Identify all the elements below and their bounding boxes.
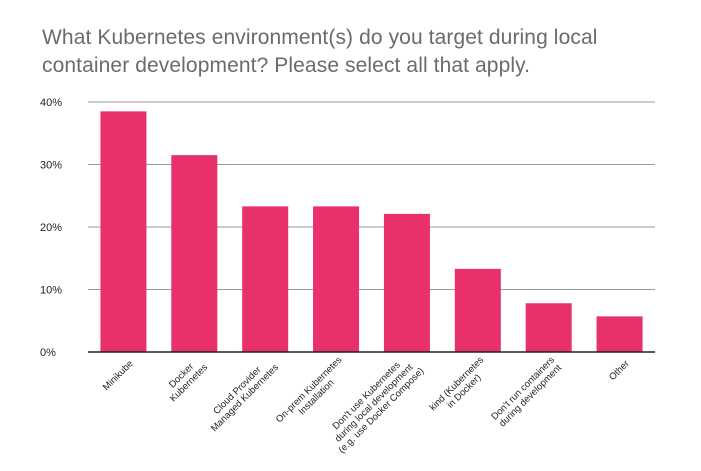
y-tick-label: 30% bbox=[40, 160, 62, 172]
x-tick-label-line: On-prem Kubernetes bbox=[274, 355, 345, 426]
bar bbox=[525, 303, 572, 352]
x-tick-label-text: kind (Kubernetesin Docker) bbox=[428, 355, 494, 421]
x-tick-label-text: Minikube bbox=[101, 358, 136, 393]
chart-title-line-2: container development? Please select all… bbox=[42, 54, 531, 77]
x-tick-label: Don't run containersduring development bbox=[489, 355, 564, 430]
y-tick-label: 0% bbox=[40, 347, 56, 359]
x-tick-label-text: Cloud ProviderManaged Kubernetes bbox=[201, 355, 281, 435]
x-tick-label: Cloud ProviderManaged Kubernetes bbox=[201, 355, 281, 435]
x-tick-label-text: Other bbox=[607, 358, 632, 383]
x-tick-label-line: Other bbox=[607, 358, 632, 383]
x-tick-label-line: Minikube bbox=[101, 358, 136, 393]
bar bbox=[242, 206, 289, 352]
x-tick-label: kind (Kubernetesin Docker) bbox=[428, 355, 494, 421]
x-tick-label-text: Don't run containersduring development bbox=[489, 355, 564, 430]
x-tick-label: Other bbox=[607, 358, 632, 383]
chart-title: What Kubernetes environment(s) do you ta… bbox=[42, 24, 662, 80]
y-tick-labels: 0% 10% 20% 30% 40% bbox=[40, 97, 62, 359]
bar bbox=[596, 316, 643, 352]
x-tick-label-line: Don't run containers bbox=[489, 355, 557, 423]
x-tick-label: DockerKubernetes bbox=[160, 355, 210, 405]
x-tick-label-text: DockerKubernetes bbox=[160, 355, 210, 405]
x-tick-labels: Minikube DockerKubernetes Cloud ProviderMa… bbox=[101, 355, 632, 456]
chart-title-line-1: What Kubernetes environment(s) do you ta… bbox=[42, 26, 598, 49]
bar bbox=[171, 155, 218, 352]
y-tick-label: 40% bbox=[40, 97, 62, 109]
y-tick-label: 20% bbox=[40, 222, 62, 234]
x-tick-label-line: Managed Kubernetes bbox=[209, 362, 281, 434]
bar bbox=[100, 111, 147, 352]
bars bbox=[100, 111, 643, 352]
x-tick-label: Minikube bbox=[101, 358, 136, 393]
bar bbox=[383, 213, 430, 352]
y-tick-label: 10% bbox=[40, 285, 62, 297]
x-tick-label-line: during local development bbox=[333, 362, 416, 445]
bar bbox=[313, 206, 360, 352]
bar bbox=[454, 268, 501, 352]
